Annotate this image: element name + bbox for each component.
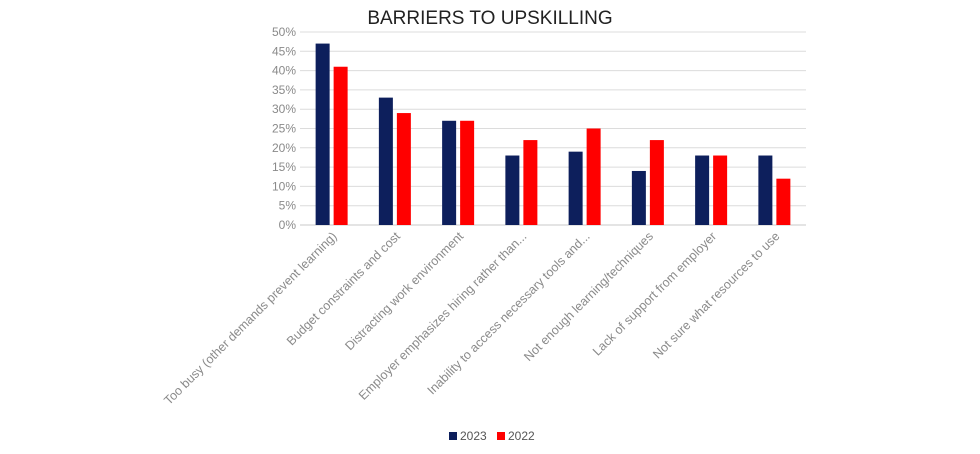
bar-2023-4	[568, 151, 583, 225]
bar-2022-0	[333, 66, 348, 226]
bar-2022-6	[713, 155, 728, 225]
legend-label-2022: 2022	[508, 429, 535, 443]
legend-swatch-2023	[449, 432, 457, 440]
bar-2022-1	[396, 113, 411, 225]
bar-2023-1	[378, 97, 393, 225]
bar-2023-5	[631, 170, 646, 225]
gridlines	[300, 31, 806, 226]
x-category-label: Lack of support from employer	[590, 229, 719, 358]
bar-2023-6	[695, 155, 710, 225]
y-axis-ticks: 0% 5% 10% 15% 20% 25% 30% 35% 40% 45% 50%	[272, 25, 296, 232]
y-tick-label: 15%	[272, 160, 296, 174]
x-category-label: Distracting work environment	[342, 229, 466, 353]
bar-2023-3	[505, 155, 520, 225]
bar-2022-4	[586, 128, 601, 225]
y-tick-label: 20%	[272, 141, 296, 155]
y-tick-label: 40%	[272, 64, 296, 78]
bar-2022-3	[523, 140, 538, 225]
y-tick-label: 35%	[272, 83, 296, 97]
bar-2022-5	[649, 140, 664, 225]
y-tick-label: 30%	[272, 102, 296, 116]
bar-2023-2	[442, 120, 457, 225]
y-tick-label: 45%	[272, 44, 296, 58]
y-tick-label: 50%	[272, 25, 296, 39]
y-tick-label: 0%	[279, 218, 297, 232]
y-tick-label: 5%	[279, 199, 297, 213]
y-tick-label: 10%	[272, 179, 296, 193]
bar-2022-7	[776, 178, 791, 225]
y-tick-label: 25%	[272, 122, 296, 136]
chart-title: BARRIERS TO UPSKILLING	[367, 8, 612, 29]
legend-label-2023: 2023	[460, 429, 487, 443]
bars	[315, 43, 791, 226]
x-axis-labels: Too busy (other demands prevent learning…	[161, 229, 782, 408]
x-category-label: Not enough learning/techniques	[521, 229, 656, 364]
legend-swatch-2022	[497, 432, 505, 440]
x-category-label: Budget constraints and cost	[284, 229, 403, 348]
bar-2022-2	[460, 120, 475, 225]
bar-2023-7	[758, 155, 773, 225]
x-category-label: Not sure what resources to use	[650, 229, 782, 361]
bar-2023-0	[315, 43, 330, 225]
legend: 2023 2022	[449, 429, 535, 443]
